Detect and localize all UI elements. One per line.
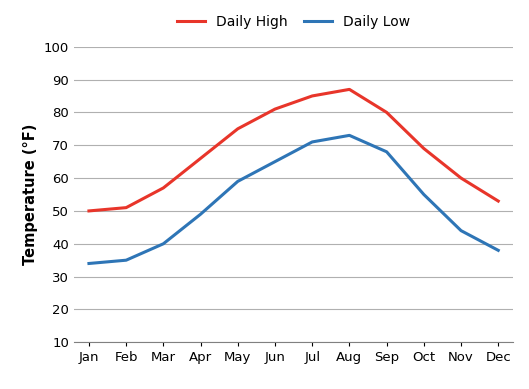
- Daily High: [384, 110, 390, 115]
- Daily Low: [234, 179, 241, 184]
- Daily Low: [160, 242, 167, 246]
- Daily Low: [458, 228, 464, 233]
- Daily Low: [346, 133, 353, 138]
- Daily High: [272, 107, 278, 111]
- Y-axis label: Temperature (°F): Temperature (°F): [23, 124, 39, 265]
- Daily Low: [309, 140, 315, 144]
- Daily High: [421, 146, 427, 151]
- Daily High: [346, 87, 353, 92]
- Daily High: [309, 94, 315, 98]
- Daily High: [234, 126, 241, 131]
- Daily Low: [197, 212, 204, 217]
- Line: Daily High: Daily High: [89, 89, 498, 211]
- Daily High: [197, 156, 204, 161]
- Legend: Daily High, Daily Low: Daily High, Daily Low: [171, 9, 416, 34]
- Daily Low: [495, 248, 501, 253]
- Line: Daily Low: Daily Low: [89, 135, 498, 263]
- Daily High: [458, 176, 464, 180]
- Daily High: [86, 209, 92, 213]
- Daily High: [160, 186, 167, 190]
- Daily Low: [123, 258, 129, 263]
- Daily High: [123, 205, 129, 210]
- Daily Low: [272, 159, 278, 164]
- Daily High: [495, 199, 501, 203]
- Daily Low: [86, 261, 92, 266]
- Daily Low: [421, 192, 427, 197]
- Daily Low: [384, 149, 390, 154]
